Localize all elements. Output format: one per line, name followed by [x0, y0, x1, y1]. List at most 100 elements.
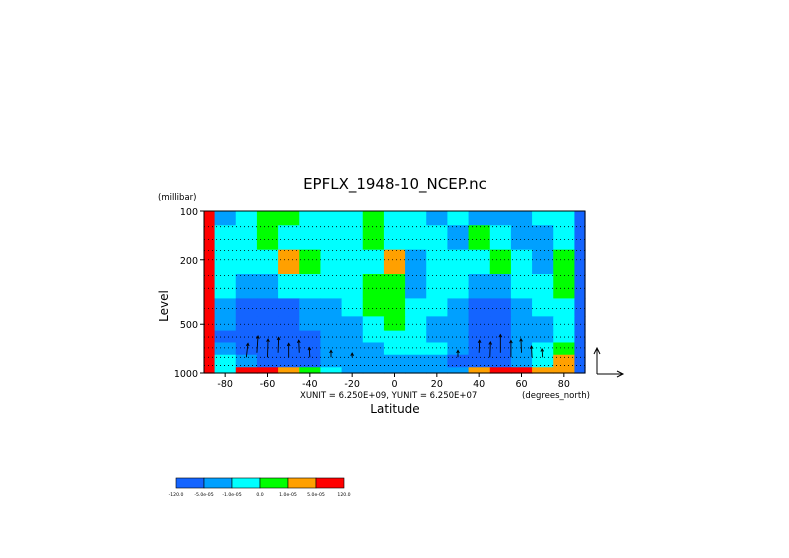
field-cell	[468, 367, 491, 374]
field-cell	[214, 316, 237, 332]
field-cell	[320, 354, 343, 368]
x-tick-label: -80	[217, 379, 233, 390]
field-cell	[320, 367, 343, 374]
field-cell	[447, 367, 470, 374]
field-cell	[489, 354, 512, 368]
field-cell	[574, 367, 586, 374]
y-tick-label: 100	[180, 207, 198, 218]
flux-vector	[350, 352, 354, 358]
flux-vector	[488, 340, 493, 358]
field-cell	[489, 274, 512, 300]
field-cell	[278, 354, 300, 368]
field-cell	[235, 211, 258, 226]
field-cell	[447, 211, 470, 226]
field-cell	[383, 249, 406, 275]
field-cell	[256, 354, 279, 368]
field-cell	[235, 298, 258, 317]
colorbar-tick-label: -1.0e-05	[222, 492, 241, 498]
x-tick-label: -60	[260, 379, 276, 390]
field-cell	[510, 354, 533, 368]
field-cell	[362, 298, 385, 317]
field-cell	[320, 298, 343, 317]
field-cell	[235, 354, 258, 368]
field-cell	[532, 274, 554, 300]
field-cell	[214, 274, 237, 300]
field-cell	[532, 354, 554, 368]
field-cell	[510, 367, 533, 374]
field-cell	[574, 249, 586, 275]
flux-vector	[276, 336, 281, 353]
flux-vector	[509, 339, 513, 358]
field-cell	[299, 316, 322, 332]
field-cell	[278, 316, 300, 332]
field-cell	[362, 342, 385, 356]
field-cell	[256, 298, 279, 317]
field-cell	[214, 354, 237, 368]
field-cell	[468, 249, 491, 275]
colorbar-tick-label: -120.0	[169, 492, 184, 498]
field-cell	[341, 249, 364, 275]
field-cell	[362, 274, 385, 300]
field-cell	[489, 367, 512, 374]
field-cell	[383, 316, 406, 332]
x-tick-label: 60	[515, 379, 527, 390]
field-cell	[362, 330, 385, 344]
field-cell	[320, 211, 343, 226]
field-cell	[341, 342, 364, 356]
field-cell	[426, 354, 449, 368]
field-cell	[204, 316, 216, 332]
field-cell	[532, 342, 554, 356]
field-cell	[447, 274, 470, 300]
field-cell	[204, 274, 216, 300]
field-cell	[256, 316, 279, 332]
y-tick-label: 1000	[174, 369, 198, 380]
x-tick-label: 40	[473, 379, 485, 390]
field-cell	[489, 298, 512, 317]
colorbar-swatch	[231, 477, 261, 489]
field-cell	[574, 354, 586, 368]
field-cell	[426, 225, 449, 251]
field-cell	[532, 367, 554, 374]
field-cell	[468, 354, 491, 368]
field-cell	[320, 330, 343, 344]
field-cell	[204, 330, 216, 344]
field-cell	[426, 298, 449, 317]
field-cell	[405, 330, 427, 344]
field-cell	[204, 298, 216, 317]
field-cell	[426, 249, 449, 275]
flux-vector	[329, 349, 333, 358]
field-cell	[405, 316, 427, 332]
field-cell	[510, 225, 533, 251]
field-cell	[299, 225, 322, 251]
field-cell	[362, 225, 385, 251]
field-cell	[532, 249, 554, 275]
field-cell	[362, 316, 385, 332]
field-cell	[320, 225, 343, 251]
flux-vector	[245, 342, 250, 358]
field-cell	[489, 211, 512, 226]
field-cell	[235, 342, 258, 356]
field-cell	[447, 316, 470, 332]
flux-vector	[519, 337, 523, 353]
field-cell	[553, 249, 576, 275]
flux-vector	[256, 335, 260, 353]
field-cell	[214, 298, 237, 317]
flux-vector	[296, 339, 301, 353]
field-cell	[426, 342, 449, 356]
vector-reference-arrows	[593, 346, 625, 378]
field-cell	[256, 249, 279, 275]
field-cell	[256, 274, 279, 300]
field-cell	[510, 298, 533, 317]
colorbar-swatch	[259, 477, 289, 489]
field-cell	[383, 225, 406, 251]
field-cell	[510, 249, 533, 275]
field-cell	[426, 211, 449, 226]
colorbar-swatch	[287, 477, 317, 489]
field-cell	[574, 298, 586, 317]
field-cell	[532, 316, 554, 332]
flux-vector	[286, 342, 291, 358]
x-tick-label: -40	[302, 379, 318, 390]
flux-vector	[498, 333, 503, 353]
